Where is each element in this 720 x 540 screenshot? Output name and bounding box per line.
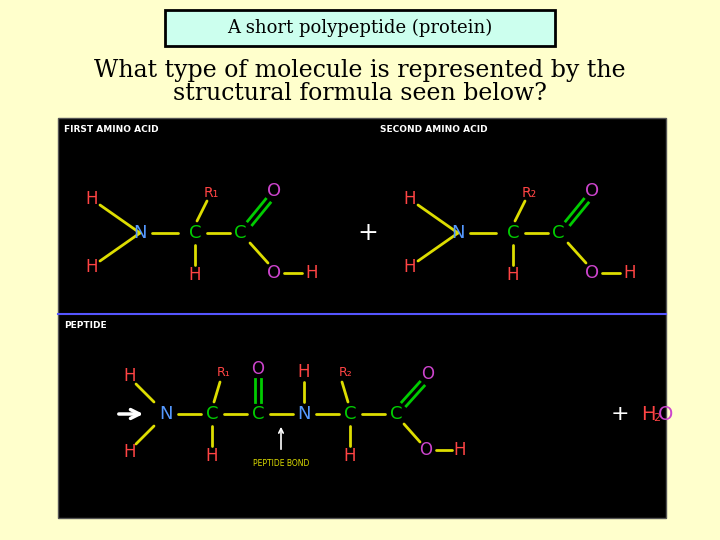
Bar bbox=[58, 118, 666, 518]
Text: H: H bbox=[306, 264, 318, 282]
Text: H: H bbox=[641, 404, 655, 423]
Text: H: H bbox=[454, 441, 467, 459]
Text: N: N bbox=[297, 405, 311, 423]
Text: O: O bbox=[267, 182, 281, 200]
Text: What type of molecule is represented by the: What type of molecule is represented by … bbox=[94, 58, 626, 82]
Text: O: O bbox=[267, 264, 281, 282]
Text: O: O bbox=[421, 365, 434, 383]
Text: structural formula seen below?: structural formula seen below? bbox=[173, 82, 547, 105]
Text: O: O bbox=[420, 441, 433, 459]
Text: R₁: R₁ bbox=[217, 366, 231, 379]
Text: 2: 2 bbox=[654, 413, 660, 423]
Text: H: H bbox=[124, 367, 136, 385]
Text: C: C bbox=[206, 405, 218, 423]
Text: H: H bbox=[189, 266, 202, 284]
Text: +: + bbox=[358, 221, 379, 245]
Text: N: N bbox=[159, 405, 173, 423]
Text: C: C bbox=[552, 224, 564, 242]
Text: C: C bbox=[252, 405, 264, 423]
Text: +: + bbox=[611, 404, 629, 424]
FancyBboxPatch shape bbox=[165, 10, 555, 46]
Text: C: C bbox=[507, 224, 519, 242]
Text: R₂: R₂ bbox=[339, 366, 353, 379]
Text: FIRST AMINO ACID: FIRST AMINO ACID bbox=[64, 125, 158, 133]
Text: H: H bbox=[507, 266, 519, 284]
Text: O: O bbox=[658, 404, 674, 423]
Text: H: H bbox=[404, 258, 416, 276]
Text: A short polypeptide (protein): A short polypeptide (protein) bbox=[228, 19, 492, 37]
Text: SECOND AMINO ACID: SECOND AMINO ACID bbox=[380, 125, 487, 133]
Text: H: H bbox=[124, 443, 136, 461]
Text: H: H bbox=[298, 363, 310, 381]
Text: R₂: R₂ bbox=[521, 186, 536, 200]
Text: H: H bbox=[206, 447, 218, 465]
Text: N: N bbox=[451, 224, 464, 242]
Text: C: C bbox=[234, 224, 246, 242]
Text: C: C bbox=[189, 224, 202, 242]
Text: PEPTIDE: PEPTIDE bbox=[64, 321, 107, 329]
Text: H: H bbox=[86, 258, 98, 276]
Text: H: H bbox=[343, 447, 356, 465]
Text: H: H bbox=[404, 190, 416, 208]
Text: H: H bbox=[86, 190, 98, 208]
Text: O: O bbox=[585, 264, 599, 282]
Text: H: H bbox=[624, 264, 636, 282]
Text: R₁: R₁ bbox=[203, 186, 219, 200]
Text: O: O bbox=[251, 360, 264, 378]
Text: PEPTIDE BOND: PEPTIDE BOND bbox=[253, 460, 309, 469]
Text: N: N bbox=[133, 224, 147, 242]
Text: O: O bbox=[585, 182, 599, 200]
Text: C: C bbox=[390, 405, 402, 423]
Text: C: C bbox=[343, 405, 356, 423]
